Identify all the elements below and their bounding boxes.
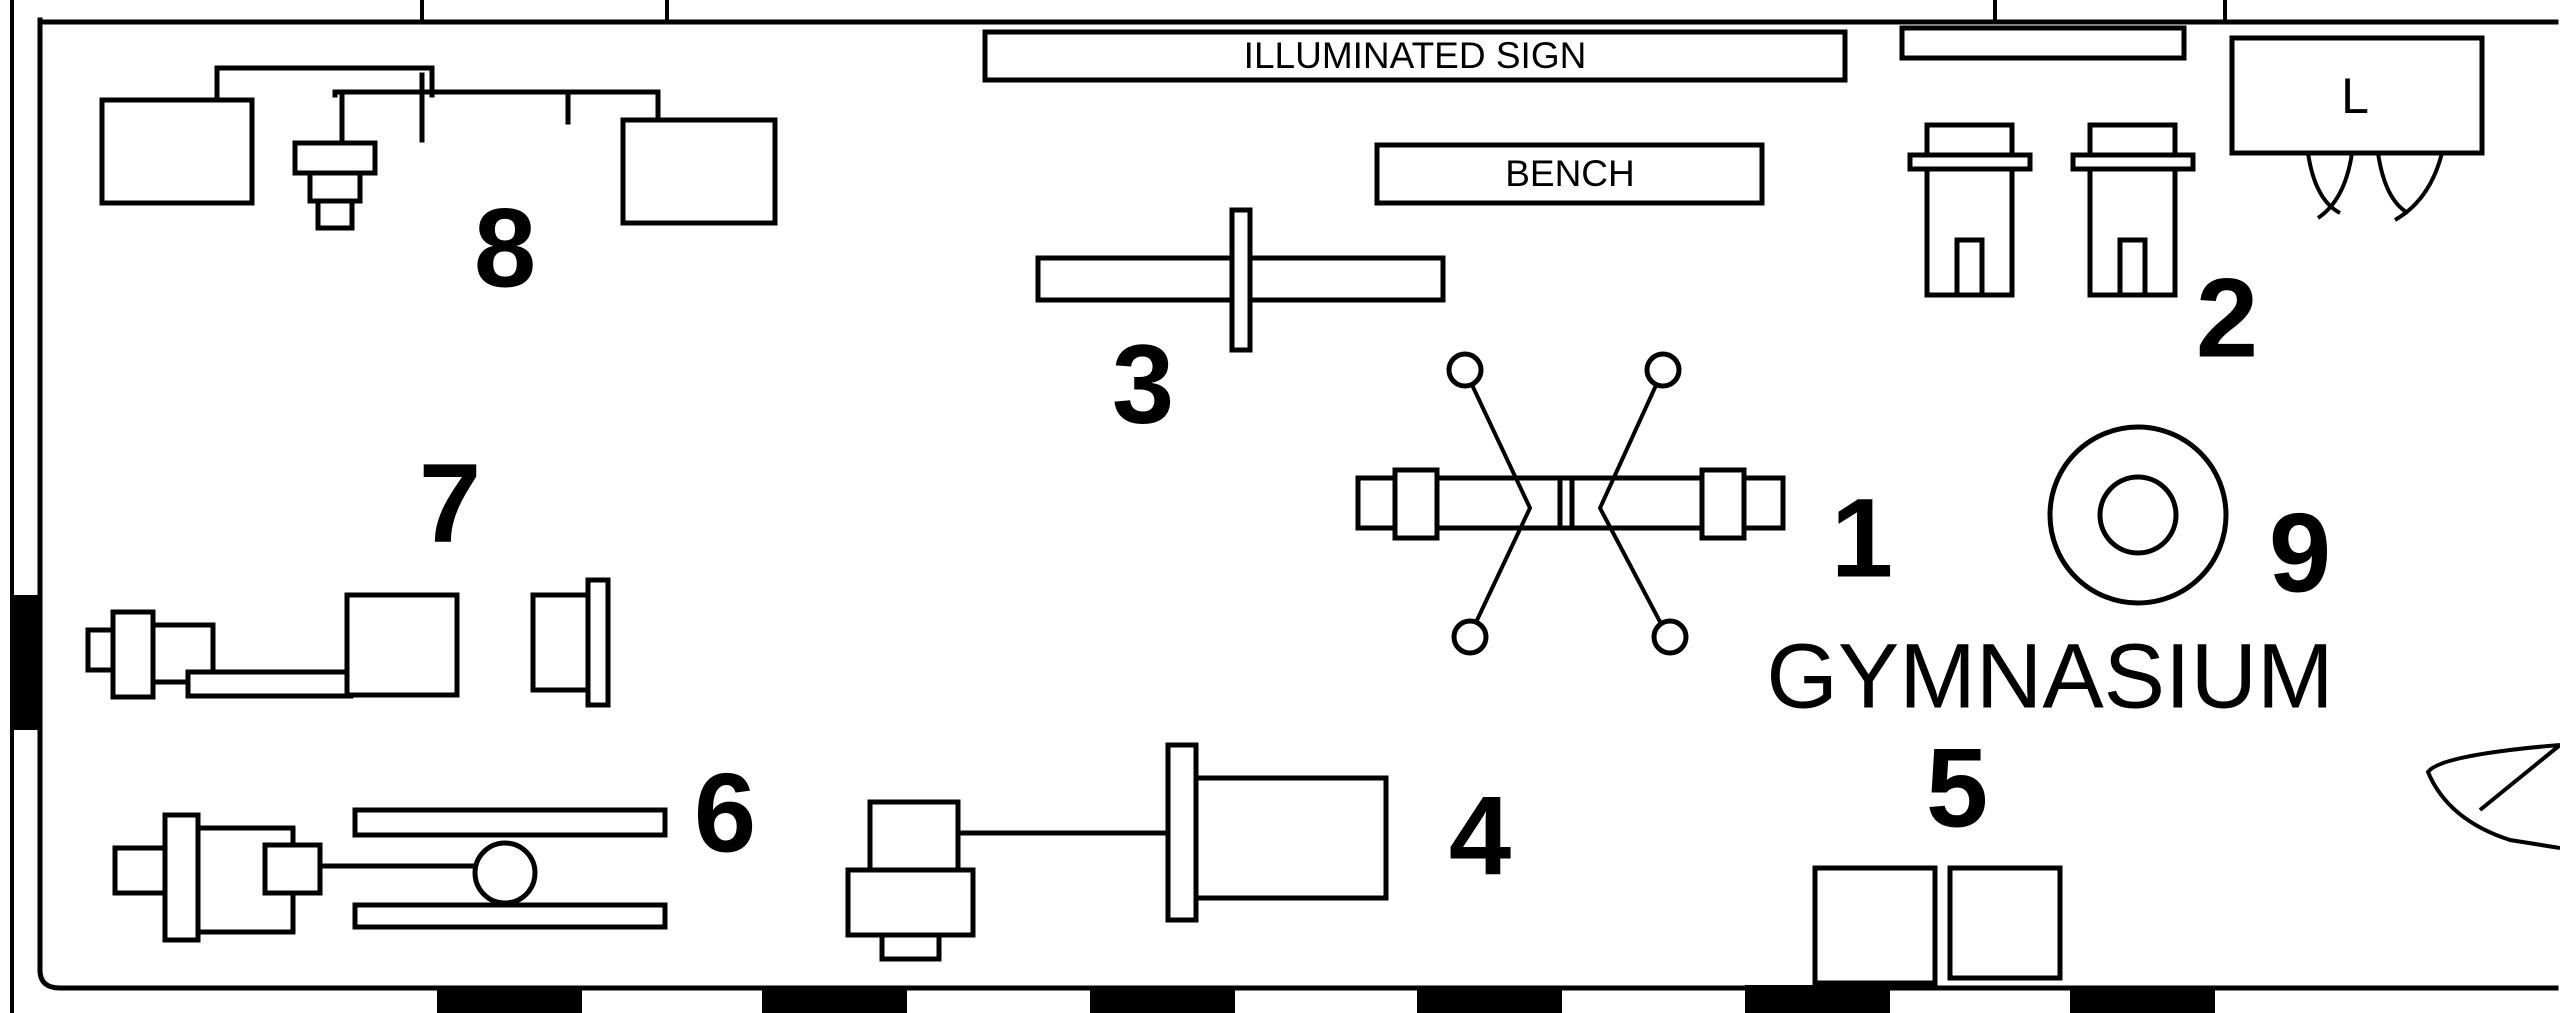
station-9-equipment bbox=[2047, 424, 2229, 606]
illuminated-sign: ILLUMINATED SIGN bbox=[982, 29, 1848, 83]
station-8-equipment bbox=[99, 65, 778, 231]
station-4-equipment bbox=[845, 742, 1389, 962]
station-7-equipment bbox=[85, 577, 611, 708]
station-5-equipment bbox=[1812, 865, 2063, 986]
station-numbers: 8 3 2 1 9 7 6 4 5 bbox=[419, 186, 2331, 899]
station-5-number: 5 bbox=[1926, 726, 1988, 851]
room-walls bbox=[10, 0, 2559, 1013]
locker: L bbox=[2229, 35, 2485, 222]
station-9-number: 9 bbox=[2269, 491, 2331, 616]
station-8-number: 8 bbox=[474, 186, 536, 311]
locker-label: L bbox=[2341, 68, 2369, 124]
station-1-number: 1 bbox=[1831, 476, 1893, 601]
left-wall-column bbox=[10, 595, 42, 730]
right-door-swing bbox=[2425, 743, 2560, 850]
station-3-number: 3 bbox=[1112, 322, 1174, 447]
station-2-number: 2 bbox=[2196, 256, 2258, 381]
station-7-number: 7 bbox=[419, 441, 481, 566]
station-2-equipment bbox=[1907, 122, 2196, 298]
bench: BENCH bbox=[1374, 142, 1765, 206]
room-name: GYMNASIUM bbox=[1766, 625, 2333, 727]
station-6-number: 6 bbox=[694, 751, 756, 876]
illuminated-sign-label: ILLUMINATED SIGN bbox=[1244, 35, 1587, 76]
bench-label: BENCH bbox=[1505, 153, 1635, 194]
station-3-equipment bbox=[1035, 207, 1446, 353]
right-door-leaf bbox=[2478, 743, 2560, 812]
wall-shelf bbox=[1899, 25, 2187, 61]
bottom-windows bbox=[437, 985, 2215, 1013]
station-4-number: 4 bbox=[1449, 774, 1511, 899]
station-6-equipment bbox=[112, 807, 668, 943]
station-1-equipment bbox=[1355, 351, 1786, 656]
